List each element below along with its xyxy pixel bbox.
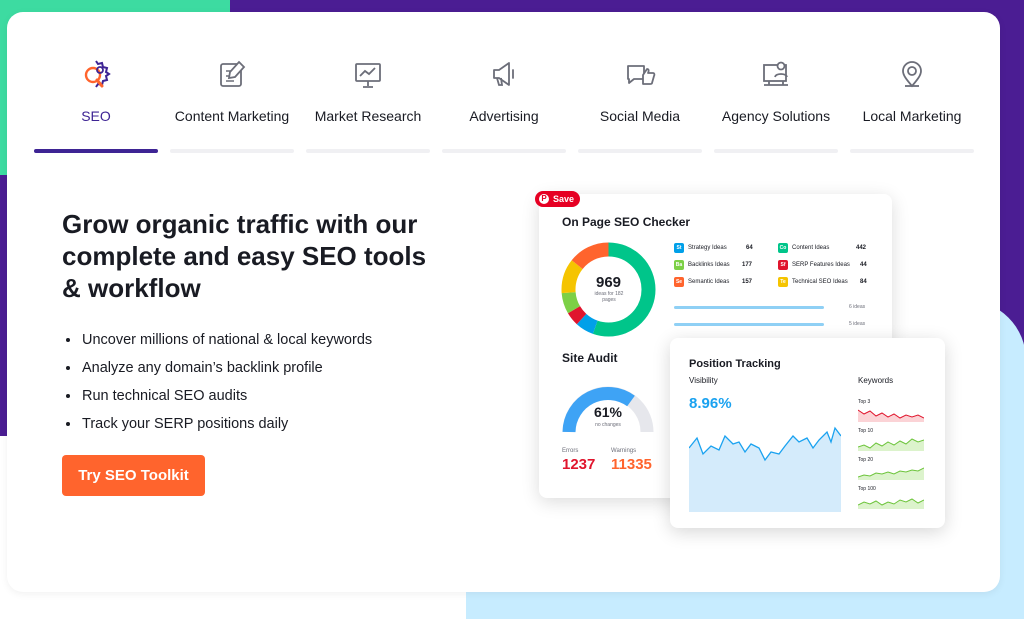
idea-badge: Se bbox=[674, 277, 684, 287]
tab-label: Market Research bbox=[314, 108, 422, 124]
tab-indicator bbox=[714, 149, 838, 153]
tab-indicator bbox=[34, 149, 158, 153]
idea-label: Backlinks Ideas bbox=[688, 262, 730, 268]
idea-strategy: St Strategy Ideas 64 bbox=[674, 243, 753, 253]
pinterest-save-button[interactable]: P Save bbox=[535, 191, 580, 207]
product-tabs: SEO Content Marketing Market Research Ad… bbox=[34, 57, 974, 153]
idea-badge: Te bbox=[778, 277, 788, 287]
save-label: Save bbox=[553, 194, 575, 204]
on-page-checker-title: On Page SEO Checker bbox=[562, 215, 691, 229]
ideas-progress-bar bbox=[674, 306, 824, 309]
progress-label: 6 ideas bbox=[849, 304, 866, 310]
tab-local-marketing[interactable]: Local Marketing bbox=[850, 57, 974, 153]
position-tracking-panel: Position Tracking Visibility 8.96% Keywo… bbox=[670, 338, 945, 528]
idea-count: 64 bbox=[746, 245, 753, 251]
seo-gear-magnifier-icon bbox=[79, 57, 113, 91]
visibility-chart bbox=[689, 426, 841, 512]
tab-label: Advertising bbox=[469, 108, 539, 124]
donut-total: 969 bbox=[595, 274, 622, 291]
feature-item: Analyze any domain’s backlink profile bbox=[62, 354, 372, 382]
idea-label: SERP Features Ideas bbox=[792, 262, 850, 268]
tab-indicator bbox=[442, 149, 566, 153]
tier-label: Top 20 bbox=[858, 457, 874, 463]
idea-label: Technical SEO Ideas bbox=[792, 279, 848, 285]
idea-content: Co Content Ideas 442 bbox=[778, 243, 866, 253]
presentation-board-icon bbox=[351, 57, 385, 91]
donut-segment-technical bbox=[561, 242, 656, 337]
idea-label: Strategy Ideas bbox=[688, 245, 727, 251]
idea-badge: St bbox=[674, 243, 684, 253]
site-audit-caption: no changes bbox=[595, 422, 621, 428]
warnings-value: 11335 bbox=[611, 456, 652, 473]
visibility-label: Visibility bbox=[689, 376, 718, 385]
gauge-fill bbox=[562, 387, 635, 433]
feature-item: Track your SERP positions daily bbox=[62, 410, 372, 438]
idea-count: 44 bbox=[860, 262, 867, 268]
errors-value: 1237 bbox=[562, 456, 596, 473]
idea-badge: Ba bbox=[674, 260, 684, 270]
pencil-document-icon bbox=[215, 57, 249, 91]
visibility-value: 8.96% bbox=[689, 395, 732, 412]
visibility-area bbox=[689, 428, 841, 512]
idea-count: 177 bbox=[742, 262, 753, 268]
idea-backlinks: Ba Backlinks Ideas 177 bbox=[674, 260, 752, 270]
hero-title: Grow organic traffic with our complete a… bbox=[62, 209, 427, 303]
thumbs-up-chat-icon bbox=[623, 57, 657, 91]
position-tracking-title: Position Tracking bbox=[689, 358, 781, 370]
donut-segment-semantic bbox=[561, 242, 656, 337]
ideas-progress-bar bbox=[674, 323, 824, 326]
tab-indicator bbox=[306, 149, 430, 153]
tab-content-marketing[interactable]: Content Marketing bbox=[170, 57, 294, 153]
idea-label: Semantic Ideas bbox=[688, 279, 730, 285]
feature-item: Uncover millions of national & local key… bbox=[62, 326, 372, 354]
donut-caption: ideas for 182 pages bbox=[594, 291, 624, 303]
idea-semantic: Se Semantic Ideas 157 bbox=[674, 277, 752, 287]
pinterest-icon: P bbox=[539, 194, 549, 204]
idea-badge: Sf bbox=[778, 260, 788, 270]
tab-advertising[interactable]: Advertising bbox=[442, 57, 566, 153]
keywords-label: Keywords bbox=[858, 376, 894, 385]
idea-label: Content Ideas bbox=[792, 245, 830, 251]
idea-count: 442 bbox=[856, 245, 867, 251]
idea-serp-features: Sf SERP Features Ideas 44 bbox=[778, 260, 867, 270]
visibility-line bbox=[689, 426, 841, 462]
tab-label: Social Media bbox=[599, 108, 681, 124]
agency-presenter-icon bbox=[759, 57, 793, 91]
location-pin-icon bbox=[895, 57, 929, 91]
idea-badge: Co bbox=[778, 243, 788, 253]
tab-indicator bbox=[170, 149, 294, 153]
site-audit-percent: 61% bbox=[593, 404, 623, 420]
warnings-label: Warnings bbox=[611, 448, 637, 454]
idea-technical-seo: Te Technical SEO Ideas 84 bbox=[778, 277, 867, 287]
tab-indicator bbox=[578, 149, 702, 153]
tab-social-media[interactable]: Social Media bbox=[578, 57, 702, 153]
tab-market-research[interactable]: Market Research bbox=[306, 57, 430, 153]
tab-label: Local Marketing bbox=[862, 108, 962, 124]
progress-label: 5 ideas bbox=[849, 321, 866, 327]
megaphone-icon bbox=[487, 57, 521, 91]
idea-count: 84 bbox=[860, 279, 867, 285]
tab-label: SEO bbox=[81, 108, 111, 124]
tier-label: Top 100 bbox=[858, 486, 876, 492]
feature-item: Run technical SEO audits bbox=[62, 382, 372, 410]
errors-label: Errors bbox=[562, 448, 579, 454]
ideas-donut-chart bbox=[561, 242, 656, 337]
idea-count: 157 bbox=[742, 279, 753, 285]
tier-label: Top 3 bbox=[858, 399, 871, 405]
tab-seo[interactable]: SEO bbox=[34, 57, 158, 153]
top20-sparkline bbox=[858, 467, 924, 480]
tab-indicator bbox=[850, 149, 974, 153]
top100-sparkline bbox=[858, 498, 924, 509]
feature-list: Uncover millions of national & local key… bbox=[62, 326, 372, 438]
tier-label: Top 10 bbox=[858, 428, 874, 434]
tab-label: Content Marketing bbox=[174, 108, 290, 124]
top3-sparkline bbox=[858, 409, 924, 422]
tab-agency-solutions[interactable]: Agency Solutions bbox=[714, 57, 838, 153]
top10-sparkline bbox=[858, 438, 924, 451]
site-audit-gauge bbox=[562, 386, 654, 433]
tab-label: Agency Solutions bbox=[721, 108, 831, 124]
site-audit-title: Site Audit bbox=[562, 351, 618, 365]
try-seo-toolkit-button[interactable]: Try SEO Toolkit bbox=[62, 455, 205, 496]
